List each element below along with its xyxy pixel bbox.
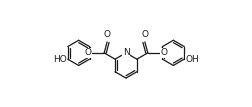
Text: OH: OH xyxy=(185,55,199,64)
Text: O: O xyxy=(104,30,111,39)
Text: O: O xyxy=(160,48,167,57)
Text: N: N xyxy=(123,48,129,57)
Text: O: O xyxy=(85,48,92,57)
Text: HO: HO xyxy=(53,55,67,64)
Text: O: O xyxy=(141,30,148,39)
